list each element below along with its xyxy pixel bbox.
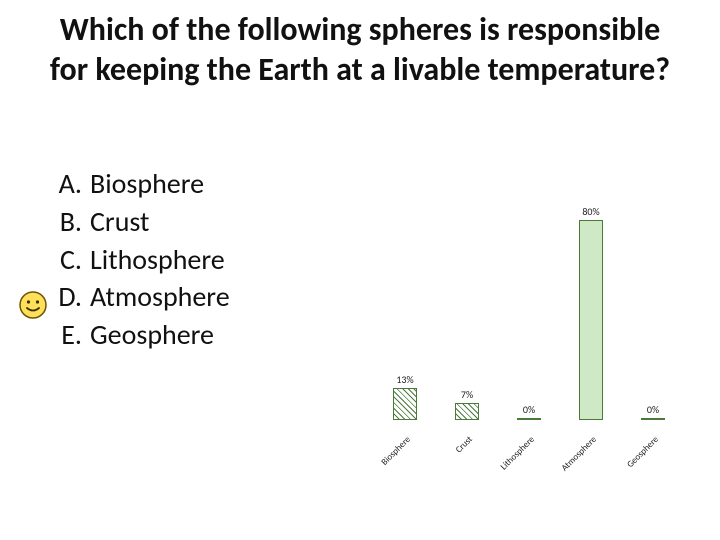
bar	[579, 220, 603, 420]
bar-category-label: Geosphere	[625, 434, 661, 470]
option-e: E. Geosphere	[50, 316, 230, 354]
smiley-icon	[18, 290, 48, 320]
bar-value-label: 13%	[380, 373, 430, 386]
bar-category-label: Biosphere	[379, 434, 413, 468]
bar	[455, 403, 479, 421]
bar-value-label: 0%	[504, 403, 554, 416]
bar-value-label: 0%	[628, 403, 678, 416]
options-list: A. Biosphere B. Crust C. Lithosphere D. …	[50, 165, 230, 354]
option-letter: D.	[50, 278, 90, 316]
option-text: Lithosphere	[90, 241, 225, 279]
option-d: D. Atmosphere	[50, 278, 230, 316]
option-letter: E.	[50, 316, 90, 354]
bar-group: 80%Atmosphere	[566, 205, 616, 420]
bar-category-label: Atmosphere	[559, 434, 599, 474]
option-letter: A.	[50, 165, 90, 203]
option-letter: C.	[50, 241, 90, 279]
option-text: Geosphere	[90, 316, 214, 354]
bar-category-label: Lithosphere	[498, 434, 536, 472]
bar	[641, 418, 665, 420]
bar-category-label: Crust	[453, 434, 474, 455]
option-a: A. Biosphere	[50, 165, 230, 203]
option-b: B. Crust	[50, 203, 230, 241]
bar-group: 0%Lithosphere	[504, 403, 554, 420]
bar-value-label: 80%	[566, 205, 616, 218]
bar-value-label: 7%	[442, 388, 492, 401]
question-title: Which of the following spheres is respon…	[0, 0, 720, 90]
results-bar-chart: 13%Biosphere7%Crust0%Lithosphere80%Atmos…	[370, 220, 700, 480]
option-text: Crust	[90, 203, 149, 241]
option-c: C. Lithosphere	[50, 241, 230, 279]
bar	[517, 418, 541, 420]
chart-plot-area: 13%Biosphere7%Crust0%Lithosphere80%Atmos…	[370, 220, 700, 420]
bar-group: 0%Geosphere	[628, 403, 678, 420]
option-letter: B.	[50, 203, 90, 241]
option-text: Biosphere	[90, 165, 204, 203]
bar-group: 13%Biosphere	[380, 373, 430, 421]
bar-group: 7%Crust	[442, 388, 492, 421]
option-text: Atmosphere	[90, 278, 230, 316]
bar	[393, 388, 417, 421]
